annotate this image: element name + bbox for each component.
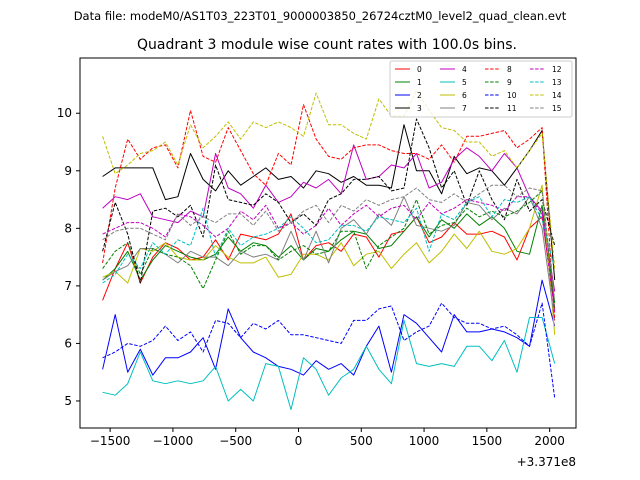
legend-label-2: 2 xyxy=(417,91,422,100)
legend-label-6: 6 xyxy=(462,91,467,100)
legend-label-10: 10 xyxy=(507,91,517,100)
legend-label-11: 11 xyxy=(507,104,517,113)
series-line-13 xyxy=(102,196,556,284)
y-tick-label: 8 xyxy=(64,221,72,235)
y-tick-label: 5 xyxy=(64,394,72,408)
series-line-11 xyxy=(102,118,556,284)
legend-label-4: 4 xyxy=(462,65,467,74)
chart-title: Quadrant 3 module wise count rates with … xyxy=(137,37,517,53)
x-offset-label: +3.371e8 xyxy=(517,455,576,469)
series-line-0 xyxy=(102,213,556,309)
plot-lines xyxy=(102,89,556,411)
y-axis: 5 6 7 8 9 10 xyxy=(57,106,80,408)
legend-label-5: 5 xyxy=(462,78,467,87)
legend-label-13: 13 xyxy=(552,78,562,87)
legend-label-8: 8 xyxy=(507,65,512,74)
series-line-6 xyxy=(102,184,556,335)
x-tick-label: 0 xyxy=(295,434,303,448)
legend-label-9: 9 xyxy=(507,78,512,87)
legend-label-1: 1 xyxy=(417,78,422,87)
legend-label-3: 3 xyxy=(417,104,422,113)
legend-label-7: 7 xyxy=(462,104,467,113)
plot-frame xyxy=(79,57,577,429)
x-tick-label: −500 xyxy=(219,434,252,448)
x-tick-label: 500 xyxy=(350,434,373,448)
x-axis: −1500 −1000 −500 0 500 1000 1500 2000 xyxy=(90,428,565,448)
series-line-10 xyxy=(102,302,556,399)
legend-box xyxy=(389,60,573,118)
series-line-5 xyxy=(102,317,556,411)
series-line-1 xyxy=(102,204,556,304)
series-line-15 xyxy=(102,184,556,301)
series-line-8 xyxy=(102,104,556,321)
data-file-label: Data file: modeM0/AS1T03_223T01_90000038… xyxy=(74,9,567,23)
legend-label-15: 15 xyxy=(552,104,562,113)
x-tick-label: 2000 xyxy=(534,434,565,448)
legend-label-14: 14 xyxy=(552,91,562,100)
x-tick-label: 1000 xyxy=(409,434,440,448)
series-line-3 xyxy=(102,124,556,281)
x-tick-label: −1500 xyxy=(90,434,131,448)
legend-label-12: 12 xyxy=(552,65,562,74)
series-line-9 xyxy=(102,190,556,309)
y-tick-label: 9 xyxy=(64,164,72,178)
legend-label-0: 0 xyxy=(417,65,422,74)
series-line-7 xyxy=(102,196,556,321)
x-tick-label: 1500 xyxy=(472,434,503,448)
series-line-2 xyxy=(102,279,556,376)
y-tick-label: 10 xyxy=(57,106,72,120)
x-tick-label: −1000 xyxy=(153,434,194,448)
series-line-4 xyxy=(102,144,556,292)
y-tick-label: 6 xyxy=(64,336,72,350)
y-tick-label: 7 xyxy=(64,279,72,293)
series-line-14 xyxy=(102,89,556,269)
